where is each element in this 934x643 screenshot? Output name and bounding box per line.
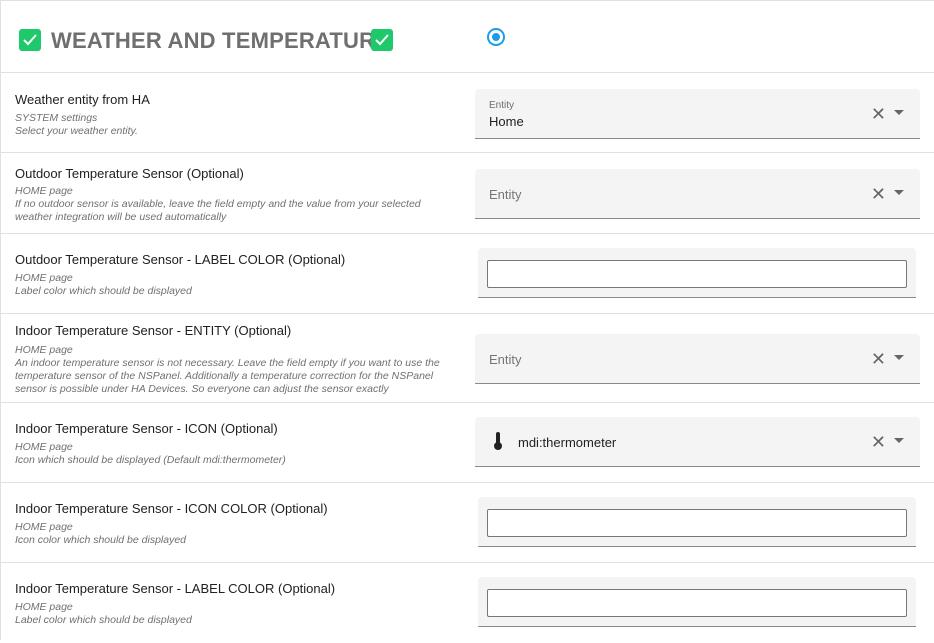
section-radio[interactable] <box>487 28 505 46</box>
setting-indoor-temp-entity: Indoor Temperature Sensor - ENTITY (Opti… <box>0 314 934 403</box>
setting-desc: Icon which should be displayed (Default … <box>15 454 286 466</box>
dropdown-arrow-icon[interactable] <box>894 355 904 360</box>
dropdown-arrow-icon[interactable] <box>894 110 904 115</box>
section-title: WEATHER AND TEMPERATURE <box>51 28 391 53</box>
indoor-icon-color-input[interactable] <box>487 509 907 537</box>
setting-desc: HOME page <box>15 441 73 453</box>
thermometer-icon <box>494 432 502 450</box>
setting-desc: HOME page <box>15 185 73 197</box>
indoor-label-color-field <box>478 577 916 627</box>
setting-desc: An indoor temperature sensor is not nece… <box>15 357 440 395</box>
clear-icon[interactable]: ✕ <box>870 184 886 204</box>
indoor-label-color-input[interactable] <box>487 589 907 617</box>
field-placeholder: Entity <box>489 187 522 202</box>
field-value: mdi:thermometer <box>518 435 617 450</box>
outdoor-label-color-input[interactable] <box>487 260 907 288</box>
indoor-icon-picker[interactable]: mdi:thermometer ✕ <box>475 417 920 467</box>
setting-desc: HOME page <box>15 601 73 613</box>
setting-desc: Select your weather entity. <box>15 125 138 137</box>
setting-indoor-icon: Indoor Temperature Sensor - ICON (Option… <box>0 403 934 483</box>
setting-desc: HOME page <box>15 344 73 356</box>
setting-label: Weather entity from HA <box>15 92 150 107</box>
setting-desc: HOME page <box>15 521 73 533</box>
clear-icon[interactable]: ✕ <box>870 104 886 124</box>
setting-label: Indoor Temperature Sensor - ICON (Option… <box>15 421 278 436</box>
outdoor-temp-entity-picker[interactable]: Entity ✕ <box>475 169 920 219</box>
setting-desc: SYSTEM settings <box>15 112 98 124</box>
dropdown-arrow-icon[interactable] <box>894 190 904 195</box>
setting-desc: Label color which should be displayed <box>15 614 192 626</box>
indoor-temp-entity-picker[interactable]: Entity ✕ <box>475 334 920 384</box>
setting-label: Indoor Temperature Sensor - ICON COLOR (… <box>15 501 328 516</box>
setting-label: Outdoor Temperature Sensor - LABEL COLOR… <box>15 252 346 267</box>
setting-desc: If no outdoor sensor is available, leave… <box>15 198 421 223</box>
setting-desc: Icon color which should be displayed <box>15 534 187 546</box>
setting-desc: HOME page <box>15 272 73 284</box>
checkbox-checked-icon <box>19 29 41 51</box>
checkbox-checked-icon <box>371 29 393 51</box>
dropdown-arrow-icon[interactable] <box>894 438 904 443</box>
indoor-icon-color-field <box>478 497 916 547</box>
setting-label: Outdoor Temperature Sensor (Optional) <box>15 166 244 181</box>
weather-entity-picker[interactable]: Entity Home ✕ <box>475 89 920 139</box>
field-placeholder: Entity <box>489 352 522 367</box>
clear-icon[interactable]: ✕ <box>870 432 886 452</box>
clear-icon[interactable]: ✕ <box>870 349 886 369</box>
setting-label: Indoor Temperature Sensor - LABEL COLOR … <box>15 581 336 596</box>
field-value: Home <box>489 114 524 129</box>
setting-indoor-label-color: Indoor Temperature Sensor - LABEL COLOR … <box>0 563 934 643</box>
setting-indoor-icon-color: Indoor Temperature Sensor - ICON COLOR (… <box>0 483 934 563</box>
outdoor-label-color-field <box>478 248 916 298</box>
setting-outdoor-label-color: Outdoor Temperature Sensor - LABEL COLOR… <box>0 234 934 314</box>
setting-desc: Label color which should be displayed <box>15 285 192 297</box>
setting-label: Indoor Temperature Sensor - ENTITY (Opti… <box>15 323 292 338</box>
setting-weather-entity: Weather entity from HA SYSTEM settings S… <box>0 73 934 153</box>
section-header: WEATHER AND TEMPERATURE <box>0 0 934 73</box>
field-label: Entity <box>489 100 515 111</box>
setting-outdoor-temp: Outdoor Temperature Sensor (Optional) HO… <box>0 153 934 234</box>
